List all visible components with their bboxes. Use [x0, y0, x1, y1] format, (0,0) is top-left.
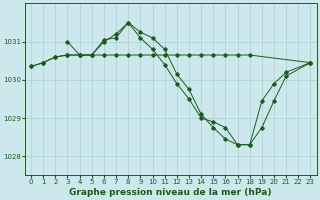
- X-axis label: Graphe pression niveau de la mer (hPa): Graphe pression niveau de la mer (hPa): [69, 188, 272, 197]
